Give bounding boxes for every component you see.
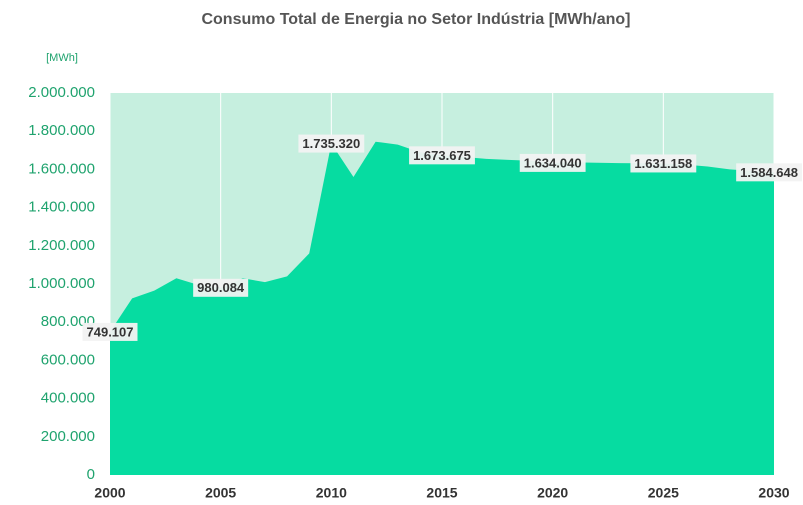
value-label: 1.584.648 bbox=[740, 165, 798, 180]
value-label: 749.107 bbox=[87, 324, 134, 339]
area bbox=[110, 141, 774, 475]
x-tick-label: 2010 bbox=[316, 485, 347, 501]
value-label-box bbox=[193, 278, 249, 297]
x-tick-label: 2015 bbox=[426, 485, 457, 501]
value-label-box bbox=[630, 154, 697, 173]
chart-title: Consumo Total de Energia no Setor Indúst… bbox=[201, 11, 630, 28]
y-tick-label: 1.200.000 bbox=[28, 237, 95, 254]
x-tick-label: 2025 bbox=[648, 485, 679, 501]
y-tick-label: 1.800.000 bbox=[28, 122, 95, 139]
x-tick-label: 2005 bbox=[205, 485, 236, 501]
value-label-box bbox=[409, 146, 475, 165]
y-tick-label: 400.000 bbox=[41, 390, 95, 407]
value-label-box bbox=[298, 134, 365, 153]
y-tick-label: 1.600.000 bbox=[28, 160, 95, 177]
value-label: 1.735.320 bbox=[302, 136, 360, 151]
y-tick-label: 2.000.000 bbox=[28, 84, 95, 101]
value-label: 980.084 bbox=[197, 280, 245, 295]
x-tick-label: 2030 bbox=[758, 485, 789, 501]
y-tick-label: 1.400.000 bbox=[28, 199, 95, 216]
y-tick-label: 200.000 bbox=[41, 428, 95, 445]
y-tick-label: 800.000 bbox=[41, 313, 95, 330]
x-tick-label: 2020 bbox=[537, 485, 568, 501]
y-tick-label: 1.000.000 bbox=[28, 275, 95, 292]
x-tick-label: 2000 bbox=[94, 485, 125, 501]
value-label-box bbox=[82, 322, 138, 341]
y-axis-label: [MWh] bbox=[46, 52, 78, 64]
value-label-box bbox=[519, 153, 586, 172]
value-label-box bbox=[736, 163, 802, 182]
y-tick-label: 0 bbox=[87, 466, 95, 483]
value-label: 1.631.158 bbox=[634, 156, 692, 171]
value-label: 1.673.675 bbox=[413, 148, 471, 163]
y-tick-label: 600.000 bbox=[41, 351, 95, 368]
value-label: 1.634.040 bbox=[524, 155, 582, 170]
